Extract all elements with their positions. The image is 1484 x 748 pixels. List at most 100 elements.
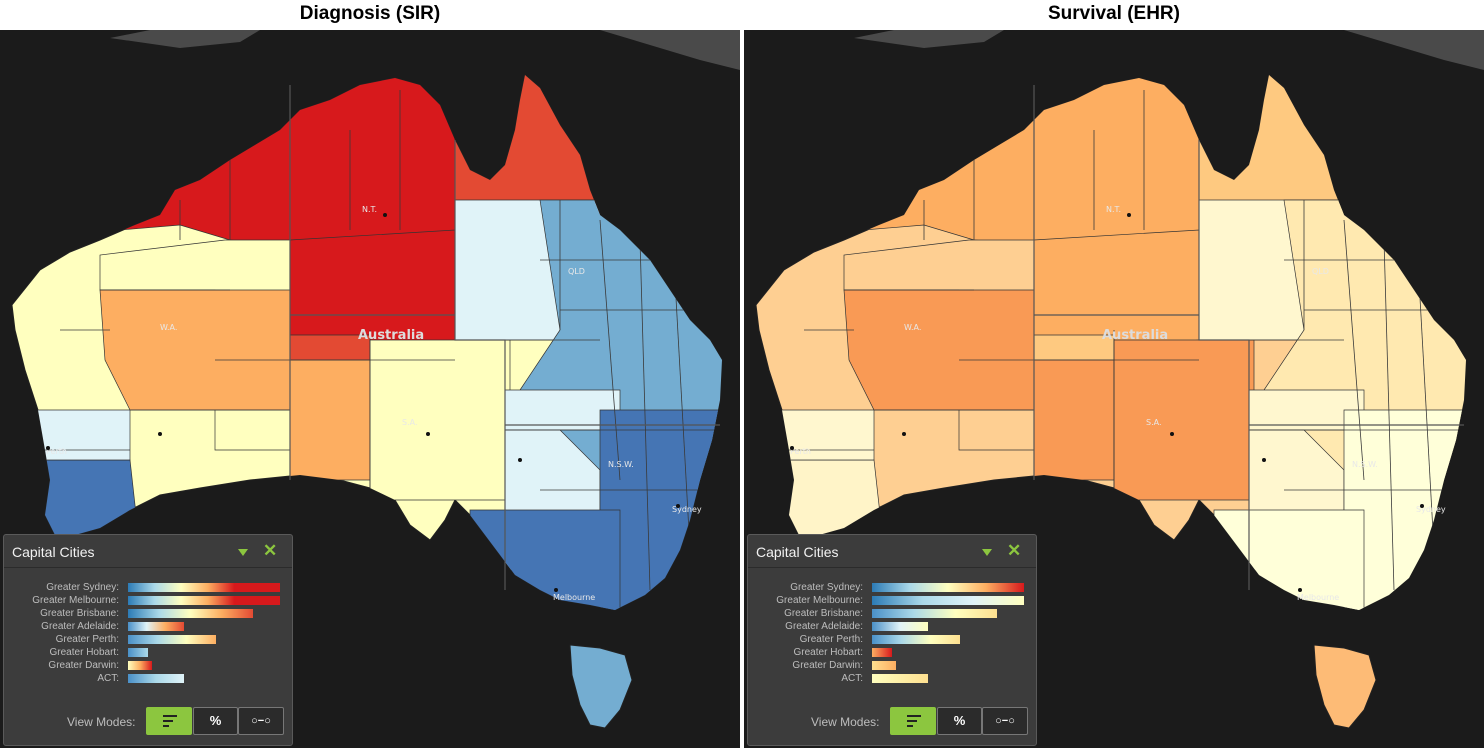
legend-row[interactable]: Greater Melbourne: [748,594,1036,607]
diagnosis-map[interactable]: N.T. W.A. QLD S.A. N.S.W. Perth Sydney Melbourn… [0,30,740,748]
legend-rows: Greater Sydney: Greater Melbourne: Greater… [4,581,292,685]
state-label: S.A. [402,418,418,427]
legend-row-label: Greater Melbourne: [776,595,863,606]
city-marker [554,588,558,592]
range-mode-button[interactable]: ○−○ [982,707,1028,735]
legend-row-label: Greater Adelaide: [785,621,863,632]
bars-mode-button[interactable] [146,707,192,735]
legend-row[interactable]: Greater Sydney: [748,581,1036,594]
legend-row-bar [128,609,253,618]
legend-row-bar [872,596,1024,605]
city-marker [383,213,387,217]
country-label: Australia [358,328,424,343]
range-mode-button[interactable]: ○−○ [238,707,284,735]
legend-row[interactable]: Greater Perth: [4,633,292,646]
legend-row[interactable]: Greater Perth: [748,633,1036,646]
legend-row-bar [872,661,896,670]
legend-row[interactable]: Greater Brisbane: [748,607,1036,620]
percent-mode-button[interactable]: % [193,707,238,735]
triangle-down-icon[interactable] [238,549,248,556]
map-region [843,289,1035,411]
legend-rows: Greater Sydney: Greater Melbourne: Greater… [748,581,1036,685]
survival-map[interactable]: N.T. W.A. QLD S.A. N.S.W. Perth Sydney Melbourn… [744,30,1484,748]
capital-cities-legend: Capital Cities ✕ Greater Sydney: Greater … [3,534,293,746]
legend-row-bar [128,648,148,657]
close-icon[interactable]: ✕ [1007,541,1022,560]
map-region [1343,409,1466,610]
state-border [1198,140,1250,590]
city-marker [1170,432,1174,436]
legend-row[interactable]: Greater Hobart: [748,646,1036,659]
legend-row-bar [872,674,928,683]
legend-row[interactable]: Greater Adelaide: [4,620,292,633]
legend-row-label: ACT: [97,673,119,684]
map-region [119,75,456,261]
legend-row-label: Greater Hobart: [49,647,119,658]
capital-cities-legend: Capital Cities ✕ Greater Sydney: Greater … [747,534,1037,746]
tasmania [1313,644,1377,729]
city-marker [1420,504,1424,508]
region-boundary [599,219,621,481]
state-label: S.A. [1146,418,1162,427]
view-modes-label: View Modes: [811,715,880,729]
map-region [1213,509,1365,610]
city-marker [676,504,680,508]
region-boundary [674,279,691,551]
region-boundary [1343,219,1365,481]
legend-row-bar [872,609,997,618]
australia-choropleth[interactable]: N.T. W.A. QLD S.A. N.S.W. Perth Sydney Melbourn… [0,30,740,748]
city-marker [1262,458,1266,462]
legend-row-bar [128,596,280,605]
legend-row[interactable]: ACT: [4,672,292,685]
legend-row-bar [128,635,216,644]
survival-panel: Survival (EHR) N.T. W.A. QLD S.A. N.S.W. Pert… [744,0,1484,748]
map-region [369,339,511,501]
legend-row-label: Greater Sydney: [46,582,119,593]
map-region [469,509,621,610]
city-marker [426,432,430,436]
landmass [110,30,260,48]
legend-row-bar [128,622,184,631]
legend-row[interactable]: Greater Adelaide: [748,620,1036,633]
australia-choropleth[interactable]: N.T. W.A. QLD S.A. N.S.W. Perth Sydney Melbourn… [744,30,1484,748]
state-label: QLD [1312,267,1329,276]
city-label: Melbourne [553,593,595,602]
legend-row[interactable]: Greater Darwin: [748,659,1036,672]
city-marker [46,446,50,450]
map-region [863,75,1200,261]
legend-row[interactable]: Greater Sydney: [4,581,292,594]
legend-row-label: Greater Hobart: [793,647,863,658]
close-icon[interactable]: ✕ [263,541,278,560]
legend-row-bar [872,648,892,657]
percent-mode-button[interactable]: % [937,707,982,735]
state-label: N.S.W. [1352,460,1378,469]
panel-title: Diagnosis (SIR) [0,0,740,30]
legend-row-bar [872,622,928,631]
triangle-down-icon[interactable] [982,549,992,556]
legend-row[interactable]: Greater Melbourne: [4,594,292,607]
legend-row[interactable]: ACT: [748,672,1036,685]
state-label: N.S.W. [608,460,634,469]
legend-row[interactable]: Greater Darwin: [4,659,292,672]
legend-row-bar [128,583,280,592]
city-label: Perth [46,447,67,456]
legend-row-label: ACT: [841,673,863,684]
legend-header: Capital Cities ✕ [4,535,292,568]
legend-row-bar [872,635,960,644]
city-label: Sydney [1416,505,1446,514]
map-region [1033,359,1115,481]
legend-row-label: Greater Melbourne: [32,595,119,606]
legend-row-label: Greater Sydney: [790,582,863,593]
map-region [99,289,291,411]
legend-row[interactable]: Greater Hobart: [4,646,292,659]
region-boundary [1383,239,1395,591]
legend-row[interactable]: Greater Brisbane: [4,607,292,620]
legend-row-bar [128,661,152,670]
state-label: N.T. [362,205,377,214]
legend-row-label: Greater Adelaide: [41,621,119,632]
bars-mode-button[interactable] [890,707,936,735]
map-region [599,409,722,610]
diagnosis-panel: Diagnosis (SIR) N.T. W.A. QLD S.A. N.S.W. Per… [0,0,740,748]
legend-row-label: Greater Darwin: [48,660,119,671]
city-label: Melbourne [1297,593,1339,602]
